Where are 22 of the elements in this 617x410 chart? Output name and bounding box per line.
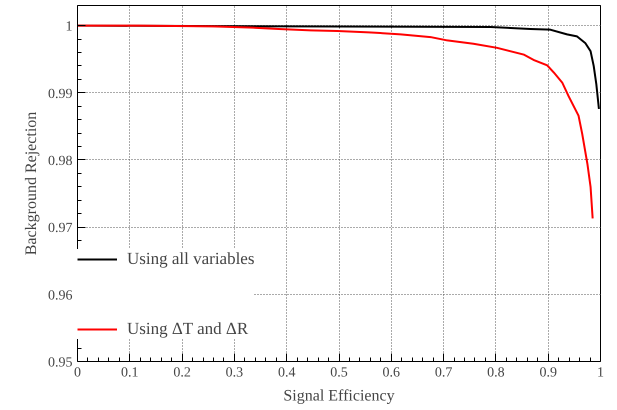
x-tick-label: 1 [597, 366, 604, 380]
y-tick-label: 1 [66, 20, 72, 35]
y-tick-label: 0.95 [48, 356, 72, 370]
y-tick-label: 0.96 [48, 288, 72, 304]
x-tick-label: 0.4 [278, 366, 296, 380]
y-axis-title: Background Rejection [23, 112, 40, 256]
x-tick-label: 0.1 [121, 366, 139, 380]
legend-label: Using ΔT and ΔR [127, 319, 248, 339]
x-tick-label: 0 [74, 366, 81, 380]
x-tick-label: 0.6 [382, 366, 400, 380]
legend-label: Using all variables [127, 249, 254, 269]
line-series [78, 24, 594, 220]
y-tick-label: 0.98 [48, 154, 72, 169]
x-tick-label: 0.5 [330, 366, 348, 380]
x-tick-label: 0.8 [487, 366, 505, 380]
x-tick-label: 0.9 [539, 366, 557, 380]
y-tick-label: 0.99 [48, 86, 72, 102]
x-tick-label: 0.3 [226, 366, 244, 380]
x-tick-label: 0.2 [173, 366, 191, 380]
x-axis-title: Signal Efficiency [283, 388, 395, 404]
y-tick-label: 0.97 [48, 221, 72, 236]
x-tick-label: 0.7 [434, 366, 452, 380]
